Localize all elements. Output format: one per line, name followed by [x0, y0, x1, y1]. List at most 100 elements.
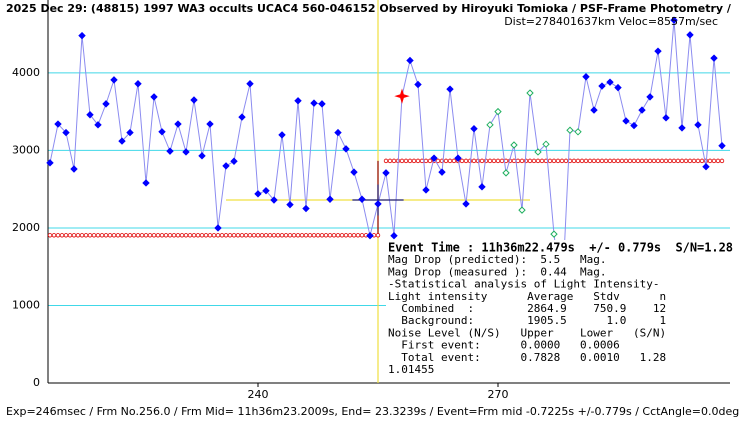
- data-point: [334, 128, 342, 137]
- model-point: [99, 233, 105, 238]
- y-tick-label: 0: [33, 376, 40, 389]
- data-point: [86, 111, 94, 119]
- model-point: [239, 233, 245, 238]
- model-point: [535, 158, 541, 164]
- data-point: [230, 157, 238, 165]
- data-point: [358, 195, 366, 203]
- chart-title: 2025 Dec 29: (48815) 1997 WA3 occults UC…: [6, 2, 732, 15]
- model-point: [223, 233, 229, 238]
- y-tick-label: 1000: [12, 298, 40, 311]
- annotation-line: Background: 1905.5 1.0 1: [388, 314, 666, 327]
- data-point: [158, 128, 166, 136]
- annotation-line: Mag Drop (measured ): 0.44 Mag.: [388, 265, 607, 278]
- annotation-line: First event: 0.0000 0.0006: [388, 339, 620, 352]
- model-point: [675, 158, 681, 164]
- data-point: [710, 54, 718, 62]
- model-point: [695, 158, 701, 164]
- data-point: [630, 121, 638, 130]
- model-point: [139, 233, 145, 238]
- model-point: [183, 233, 189, 238]
- model-point: [479, 158, 485, 164]
- model-point: [59, 233, 65, 238]
- data-point: [566, 126, 574, 134]
- model-point: [443, 158, 449, 164]
- model-point: [291, 233, 297, 238]
- data-point: [422, 186, 430, 194]
- model-point: [247, 233, 253, 238]
- model-point: [607, 158, 613, 164]
- model-point: [323, 233, 329, 238]
- model-point: [155, 233, 161, 238]
- data-point: [518, 206, 526, 214]
- data-point: [190, 96, 198, 104]
- model-point: [275, 233, 281, 238]
- model-point: [595, 158, 601, 164]
- data-point: [470, 124, 478, 133]
- model-point: [463, 158, 469, 164]
- annotation-line: Mag Drop (predicted): 5.5 Mag.: [388, 253, 607, 266]
- data-point: [62, 128, 70, 137]
- data-point: [294, 97, 302, 105]
- data-point: [238, 113, 246, 121]
- model-point: [627, 158, 633, 164]
- model-point: [207, 233, 213, 238]
- model-point: [159, 233, 165, 238]
- data-point: [390, 231, 398, 240]
- model-point: [147, 233, 153, 238]
- data-point: [550, 230, 558, 238]
- model-point: [623, 158, 629, 164]
- data-point: [262, 187, 270, 195]
- model-point: [303, 233, 309, 238]
- model-point: [267, 233, 273, 238]
- model-point: [347, 233, 353, 238]
- model-point: [671, 158, 677, 164]
- annotation-line: Light intensity Average Stdv n: [388, 290, 666, 303]
- model-point: [327, 233, 333, 238]
- data-point: [526, 89, 534, 97]
- model-point: [603, 158, 609, 164]
- data-point: [394, 88, 410, 104]
- model-point: [55, 233, 61, 238]
- data-point: [374, 200, 382, 208]
- model-point: [195, 233, 201, 238]
- data-point: [118, 137, 126, 145]
- data-point: [486, 121, 494, 129]
- model-point: [539, 158, 545, 164]
- model-point: [523, 158, 529, 164]
- model-point: [251, 233, 257, 238]
- model-point: [423, 158, 429, 164]
- data-point: [510, 141, 518, 149]
- data-point: [142, 179, 150, 187]
- model-point: [563, 158, 569, 164]
- data-point: [606, 78, 614, 86]
- model-point: [555, 158, 561, 164]
- model-point: [203, 233, 209, 238]
- data-point: [278, 131, 286, 139]
- model-point: [103, 233, 109, 238]
- data-point: [94, 121, 102, 129]
- data-point: [70, 165, 78, 173]
- model-point: [131, 233, 137, 238]
- model-point: [655, 158, 661, 164]
- data-point: [286, 200, 294, 209]
- model-point: [167, 233, 173, 238]
- data-point: [678, 124, 686, 132]
- x-tick-label: 270: [488, 388, 509, 401]
- plot-area: 0 1000 2000 3000 4000 240 270: [12, 0, 730, 401]
- model-point: [415, 158, 421, 164]
- model-point: [75, 233, 81, 238]
- model-point: [119, 233, 125, 238]
- model-point: [399, 158, 405, 164]
- model-point: [571, 158, 577, 164]
- model-point: [47, 233, 53, 238]
- data-point: [494, 107, 502, 116]
- y-tick-label: 2000: [12, 221, 40, 234]
- data-point: [662, 114, 670, 122]
- model-point: [271, 233, 277, 238]
- data-point: [182, 148, 190, 156]
- model-point: [639, 158, 645, 164]
- model-point: [515, 158, 521, 164]
- data-point: [462, 200, 470, 208]
- data-point: [622, 117, 630, 125]
- data-point: [446, 85, 454, 93]
